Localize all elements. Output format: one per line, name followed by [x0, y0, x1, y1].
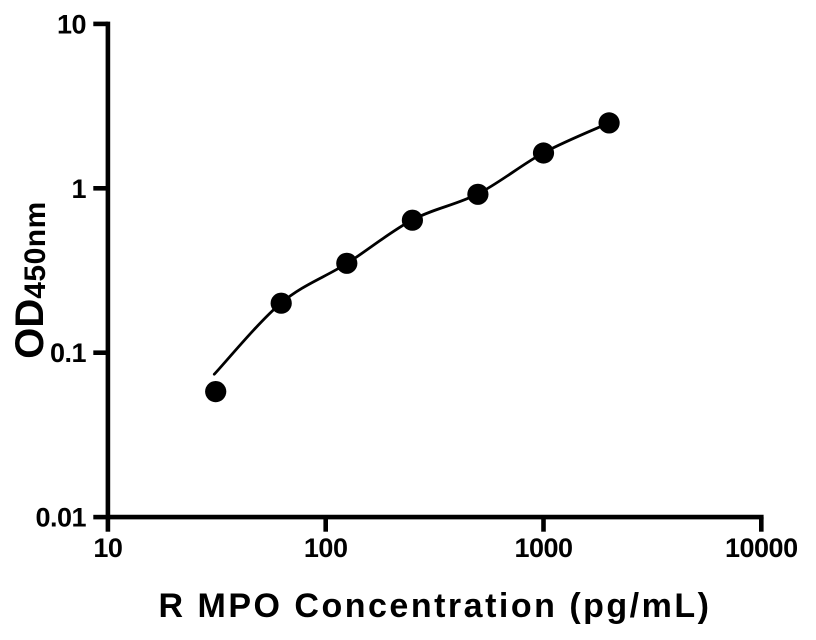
data-point	[467, 183, 489, 205]
y-tick-label: 0.1	[50, 338, 87, 368]
y-axis-title-main: OD	[8, 298, 52, 359]
y-tick-label: 1	[71, 174, 86, 204]
data-point	[532, 142, 555, 164]
data-point	[336, 252, 358, 274]
y-axis-title: OD450nm	[2, 120, 58, 440]
x-tick-label: 10	[93, 533, 122, 563]
y-tick-label: 10	[57, 9, 86, 39]
y-axis-title-subscript: 450nm	[19, 201, 52, 299]
data-point	[598, 112, 620, 134]
data-point	[270, 292, 292, 314]
x-tick-label: 10000	[725, 533, 798, 563]
y-tick-label: 0.01	[35, 503, 86, 533]
data-point	[401, 209, 423, 231]
x-tick-label: 100	[304, 533, 348, 563]
x-axis-title: R MPO Concentration (pg/mL)	[158, 587, 712, 625]
data-point	[205, 381, 227, 403]
axes-spine	[105, 21, 764, 520]
x-tick-label: 1000	[514, 533, 572, 563]
